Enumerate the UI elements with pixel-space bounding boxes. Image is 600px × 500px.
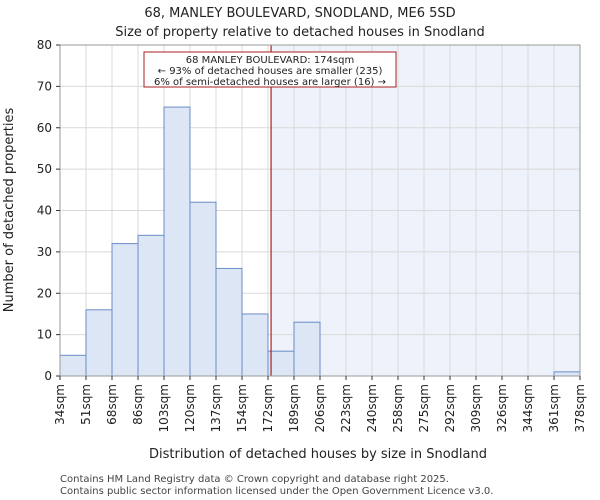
bar — [553, 371, 581, 377]
x-tick-label: 189sqm — [287, 384, 301, 432]
y-tick-label: 50 — [37, 162, 52, 176]
x-tick-label: 240sqm — [365, 384, 379, 432]
x-tick-label: 51sqm — [79, 384, 93, 425]
x-tick-label: 223sqm — [339, 384, 353, 432]
annotation-line-1: 68 MANLEY BOULEVARD: 174sqm — [186, 55, 354, 66]
y-tick-label: 20 — [37, 286, 52, 300]
bar — [267, 350, 295, 377]
bar — [59, 354, 87, 377]
annotation-line-3: 6% of semi-detached houses are larger (1… — [154, 77, 386, 88]
chart-title: 68, MANLEY BOULEVARD, SNODLAND, ME6 5SD — [144, 6, 455, 21]
x-tick-label: 172sqm — [261, 384, 275, 432]
x-tick-label: 137sqm — [209, 384, 223, 432]
x-tick-label: 326sqm — [495, 384, 509, 432]
x-tick-label: 154sqm — [235, 384, 249, 432]
x-tick-label: 68sqm — [105, 384, 119, 425]
x-tick-label: 292sqm — [443, 384, 457, 432]
x-tick-label: 361sqm — [547, 384, 561, 432]
y-tick-label: 10 — [37, 328, 52, 342]
marker-annotation: 68 MANLEY BOULEVARD: 174sqm ← 93% of det… — [143, 51, 397, 88]
annotation-line-2: ← 93% of detached houses are smaller (23… — [158, 66, 383, 77]
chart-subtitle: Size of property relative to detached ho… — [115, 25, 485, 40]
footer-line-2: Contains public sector information licen… — [60, 486, 493, 497]
bar — [137, 234, 165, 377]
x-tick-label: 344sqm — [521, 384, 535, 432]
annotation-box — [143, 51, 397, 88]
y-tick-label: 40 — [37, 204, 52, 218]
x-tick-label: 309sqm — [469, 384, 483, 432]
bar — [163, 106, 191, 377]
bar — [85, 309, 113, 377]
y-tick-label: 70 — [37, 79, 52, 93]
bar — [215, 267, 243, 377]
x-tick-label: 275sqm — [417, 384, 431, 432]
y-axis-label: Number of detached properties — [2, 108, 17, 313]
bar — [293, 321, 321, 377]
x-tick-label: 120sqm — [183, 384, 197, 432]
x-tick-label: 378sqm — [573, 384, 587, 432]
x-tick-label: 103sqm — [157, 384, 171, 432]
footer-line-1: Contains HM Land Registry data © Crown c… — [60, 474, 449, 485]
x-tick-label: 258sqm — [391, 384, 405, 432]
x-tick-label: 34sqm — [53, 384, 67, 425]
x-axis-label: Distribution of detached houses by size … — [149, 447, 487, 462]
bar — [189, 201, 217, 377]
y-tick-label: 0 — [44, 369, 52, 383]
bar — [241, 313, 269, 377]
bar — [111, 243, 139, 377]
y-tick-label: 30 — [37, 245, 52, 259]
y-tick-label: 80 — [37, 38, 52, 52]
x-tick-label: 206sqm — [313, 384, 327, 432]
y-tick-label: 60 — [37, 121, 52, 135]
x-tick-label: 86sqm — [131, 384, 145, 425]
